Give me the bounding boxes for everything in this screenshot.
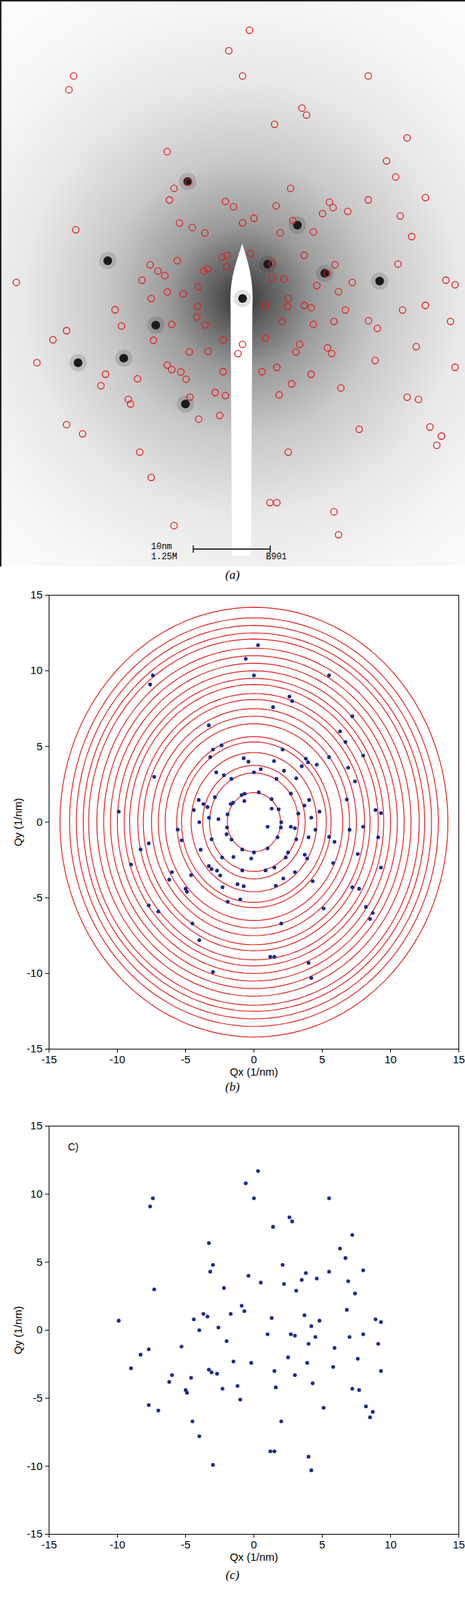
svg-text:-10: -10 [26,967,43,980]
svg-text:Qx (1/nm): Qx (1/nm) [229,1551,279,1564]
svg-text:-10: -10 [109,1538,126,1552]
html-text:1.25M: 1.25M [151,552,178,563]
svg-text:0: 0 [250,1053,257,1066]
svg-text:5: 5 [318,1538,325,1552]
svg-text:C): C) [68,1141,80,1154]
svg-text:5: 5 [318,1053,325,1066]
svg-text:-10: -10 [109,1053,126,1066]
svg-text:0: 0 [250,1538,257,1552]
svg-text:-10: -10 [26,1460,43,1473]
svg-text:-15: -15 [41,1053,58,1066]
svg-text:-15: -15 [26,1527,43,1541]
html-text:(c): (c) [225,1568,240,1583]
svg-text:-5: -5 [180,1538,191,1552]
svg-text:5: 5 [36,740,43,753]
svg-text:10: 10 [30,664,43,677]
html-text:(a): (a) [225,568,240,582]
svg-text:-15: -15 [41,1538,58,1552]
html-text:10nm: 10nm [151,542,173,553]
svg-text:Qy (1/nm): Qy (1/nm) [11,1306,24,1356]
svg-text:-15: -15 [26,1042,43,1055]
svg-text:10: 10 [384,1538,397,1552]
svg-text:-5: -5 [180,1053,191,1066]
html-text:(b): (b) [225,1080,240,1095]
svg-text:-5: -5 [32,1392,43,1405]
svg-text:-5: -5 [32,891,43,904]
svg-text:10: 10 [30,1187,43,1201]
svg-text:15: 15 [30,588,43,601]
svg-text:Qx (1/nm): Qx (1/nm) [229,1065,279,1079]
svg-text:0: 0 [36,1323,43,1337]
svg-text:10: 10 [384,1053,397,1066]
svg-text:0: 0 [36,815,43,829]
svg-text:Qy (1/nm): Qy (1/nm) [11,798,24,848]
html-text:B901: B901 [265,552,287,563]
svg-text:15: 15 [452,1053,465,1066]
svg-text:15: 15 [452,1538,465,1552]
svg-text:15: 15 [30,1119,43,1132]
svg-text:5: 5 [36,1256,43,1269]
